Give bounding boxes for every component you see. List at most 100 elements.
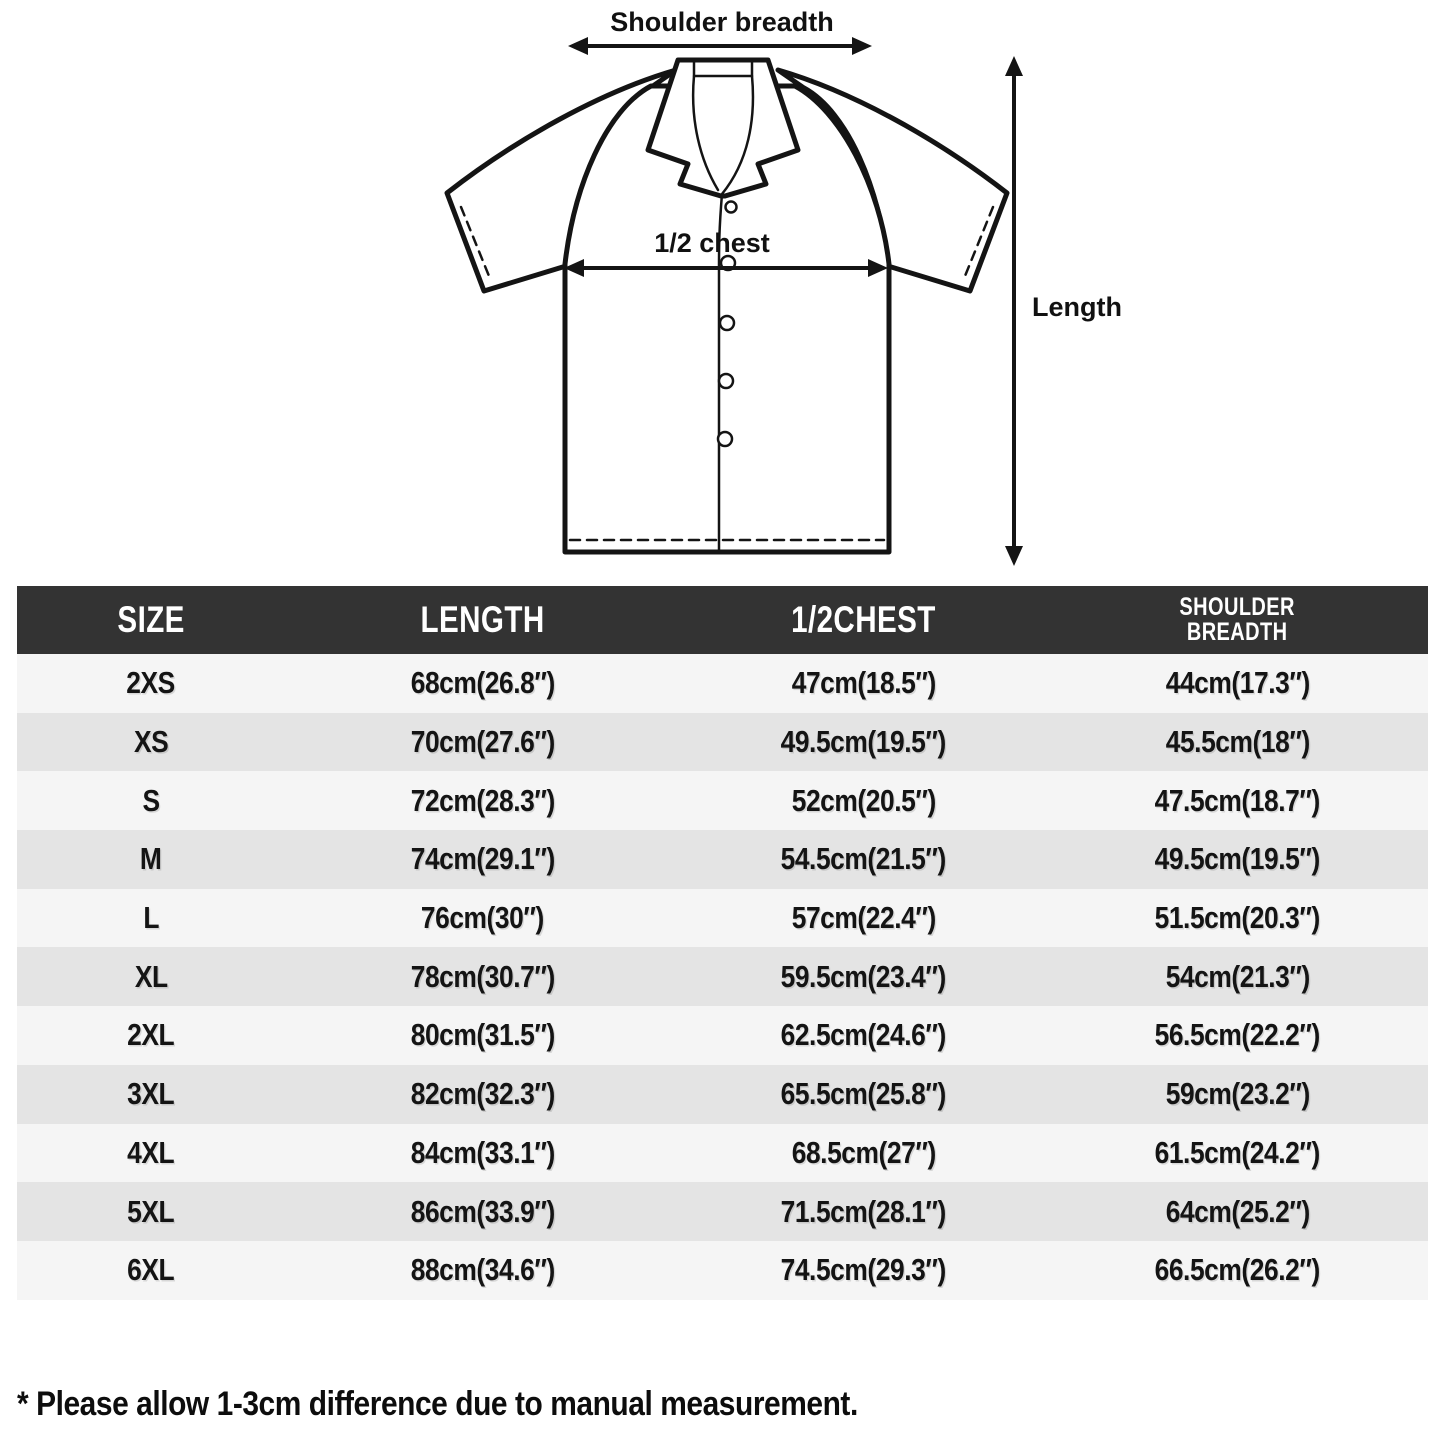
cell-length: 82cm(32.3″): [285, 1076, 680, 1112]
shirt-collar: [645, 57, 801, 199]
collar-button: [724, 200, 738, 214]
table-row-m: M 74cm(29.1″) 54.5cm(21.5″) 49.5cm(19.5″…: [17, 830, 1428, 889]
cell-size: 2XL: [17, 1017, 285, 1053]
header-size: SIZE: [17, 601, 285, 639]
cell-length: 72cm(28.3″): [285, 783, 680, 819]
cell-size: 2XS: [17, 665, 285, 701]
left-cuff-stitch: [459, 205, 493, 283]
header-shoulder-label: SHOULDER BREADTH: [1179, 592, 1296, 646]
shirt-measurement-diagram: Shoulder breadth 1/2 chest Length: [444, 7, 1122, 566]
cell-length: 84cm(33.1″): [285, 1135, 680, 1171]
shoulder-value: 66.5cm(26.2″): [1154, 1252, 1321, 1288]
size-value: 2XL: [127, 1017, 175, 1053]
cell-shoulder: 56.5cm(22.2″): [1047, 1017, 1428, 1053]
size-table-body: 2XS 68cm(26.8″) 47cm(18.5″) 44cm(17.3″) …: [17, 654, 1428, 1300]
shoulder-value: 49.5cm(19.5″): [1154, 841, 1321, 877]
length-value: 74cm(29.1″): [410, 841, 556, 877]
size-value: L: [143, 900, 159, 936]
length-value: 70cm(27.6″): [410, 724, 556, 760]
length-value: 72cm(28.3″): [410, 782, 556, 818]
half-chest-label: 1/2 chest: [654, 228, 770, 258]
measurement-footnote: * Please allow 1-3cm difference due to m…: [17, 1385, 1428, 1424]
cell-chest: 62.5cm(24.6″): [680, 1017, 1047, 1053]
table-row-l: L 76cm(30″) 57cm(22.4″) 51.5cm(20.3″): [17, 888, 1428, 948]
length-value: 82cm(32.3″): [410, 1076, 556, 1112]
length-value: 88cm(34.6″): [410, 1252, 556, 1288]
chest-value: 62.5cm(24.6″): [780, 1017, 947, 1053]
length-arrow: [1005, 56, 1023, 566]
size-value: 3XL: [127, 1076, 175, 1112]
cell-chest: 47cm(18.5″): [680, 665, 1047, 701]
cell-length: 80cm(31.5″): [285, 1017, 680, 1053]
cell-chest: 68.5cm(27″): [680, 1135, 1047, 1171]
table-row-4xl: 4XL 84cm(33.1″) 68.5cm(27″) 61.5cm(24.2″…: [17, 1123, 1428, 1183]
cell-shoulder: 44cm(17.3″): [1047, 665, 1428, 701]
header-chest-label: 1/2CHEST: [791, 599, 936, 641]
cell-length: 78cm(30.7″): [285, 959, 680, 995]
table-row-xs: XS 70cm(27.6″) 49.5cm(19.5″) 45.5cm(18″): [17, 712, 1428, 772]
button: [716, 430, 734, 448]
cell-chest: 71.5cm(28.1″): [680, 1194, 1047, 1230]
size-value: 6XL: [127, 1252, 175, 1288]
size-value: 5XL: [127, 1193, 175, 1229]
cell-length: 76cm(30″): [285, 900, 680, 936]
header-shoulder: SHOULDER BREADTH: [1047, 592, 1428, 646]
shoulder-value: 51.5cm(20.3″): [1154, 900, 1321, 936]
cell-chest: 59.5cm(23.4″): [680, 959, 1047, 995]
cell-length: 74cm(29.1″): [285, 841, 680, 877]
cell-size: 3XL: [17, 1076, 285, 1112]
right-cuff-stitch: [961, 205, 995, 283]
length-value: 68cm(26.8″): [410, 665, 556, 701]
table-row-2xs: 2XS 68cm(26.8″) 47cm(18.5″) 44cm(17.3″): [17, 654, 1428, 713]
shoulder-value: 56.5cm(22.2″): [1154, 1017, 1321, 1053]
length-value: 86cm(33.9″): [410, 1193, 556, 1229]
length-value: 76cm(30″): [421, 900, 545, 936]
cell-size: XL: [17, 959, 285, 995]
cell-chest: 65.5cm(25.8″): [680, 1076, 1047, 1112]
shoulder-breadth-arrow: [568, 37, 872, 55]
size-value: 4XL: [127, 1134, 175, 1170]
chest-value: 47cm(18.5″): [791, 665, 936, 701]
cell-chest: 49.5cm(19.5″): [680, 724, 1047, 760]
measurement-footnote-text: * Please allow 1-3cm difference due to m…: [17, 1385, 858, 1423]
half-chest-arrow: [564, 259, 888, 277]
chest-value: 54.5cm(21.5″): [780, 841, 947, 877]
cell-length: 88cm(34.6″): [285, 1252, 680, 1288]
cell-shoulder: 66.5cm(26.2″): [1047, 1252, 1428, 1288]
cell-chest: 54.5cm(21.5″): [680, 841, 1047, 877]
chest-value: 52cm(20.5″): [791, 782, 936, 818]
cell-size: S: [17, 783, 285, 819]
size-value: XL: [134, 958, 168, 994]
button: [717, 372, 735, 390]
header-size-label: SIZE: [117, 599, 185, 641]
shoulder-value: 59cm(23.2″): [1165, 1076, 1310, 1112]
shoulder-value: 61.5cm(24.2″): [1154, 1134, 1321, 1170]
chest-value: 57cm(22.4″): [791, 900, 936, 936]
button: [718, 314, 736, 332]
cell-shoulder: 61.5cm(24.2″): [1047, 1135, 1428, 1171]
cell-shoulder: 54cm(21.3″): [1047, 959, 1428, 995]
cell-chest: 52cm(20.5″): [680, 783, 1047, 819]
length-value: 84cm(33.1″): [410, 1134, 556, 1170]
collar-inner-right: [720, 60, 755, 196]
cell-length: 86cm(33.9″): [285, 1194, 680, 1230]
table-row-6xl: 6XL 88cm(34.6″) 74.5cm(29.3″) 66.5cm(26.…: [17, 1240, 1428, 1300]
chest-value: 71.5cm(28.1″): [780, 1193, 947, 1229]
header-length-label: LENGTH: [420, 599, 545, 641]
cell-chest: 57cm(22.4″): [680, 900, 1047, 936]
table-row-5xl: 5XL 86cm(33.9″) 71.5cm(28.1″) 64cm(25.2″…: [17, 1182, 1428, 1241]
length-label: Length: [1032, 292, 1122, 322]
size-value: S: [142, 782, 160, 818]
size-table: SIZE LENGTH 1/2CHEST SHOULDER BREADTH 2X…: [17, 586, 1428, 1300]
cell-chest: 74.5cm(29.3″): [680, 1252, 1047, 1288]
table-row-s: S 72cm(28.3″) 52cm(20.5″) 47.5cm(18.7″): [17, 771, 1428, 831]
shirt-right-sleeve: [775, 67, 1010, 294]
size-value: XS: [133, 724, 169, 760]
shoulder-value: 64cm(25.2″): [1165, 1193, 1310, 1229]
cell-size: M: [17, 841, 285, 877]
cell-size: 4XL: [17, 1135, 285, 1171]
size-value: M: [140, 841, 162, 877]
cell-size: L: [17, 900, 285, 936]
chest-value: 65.5cm(25.8″): [780, 1076, 947, 1112]
